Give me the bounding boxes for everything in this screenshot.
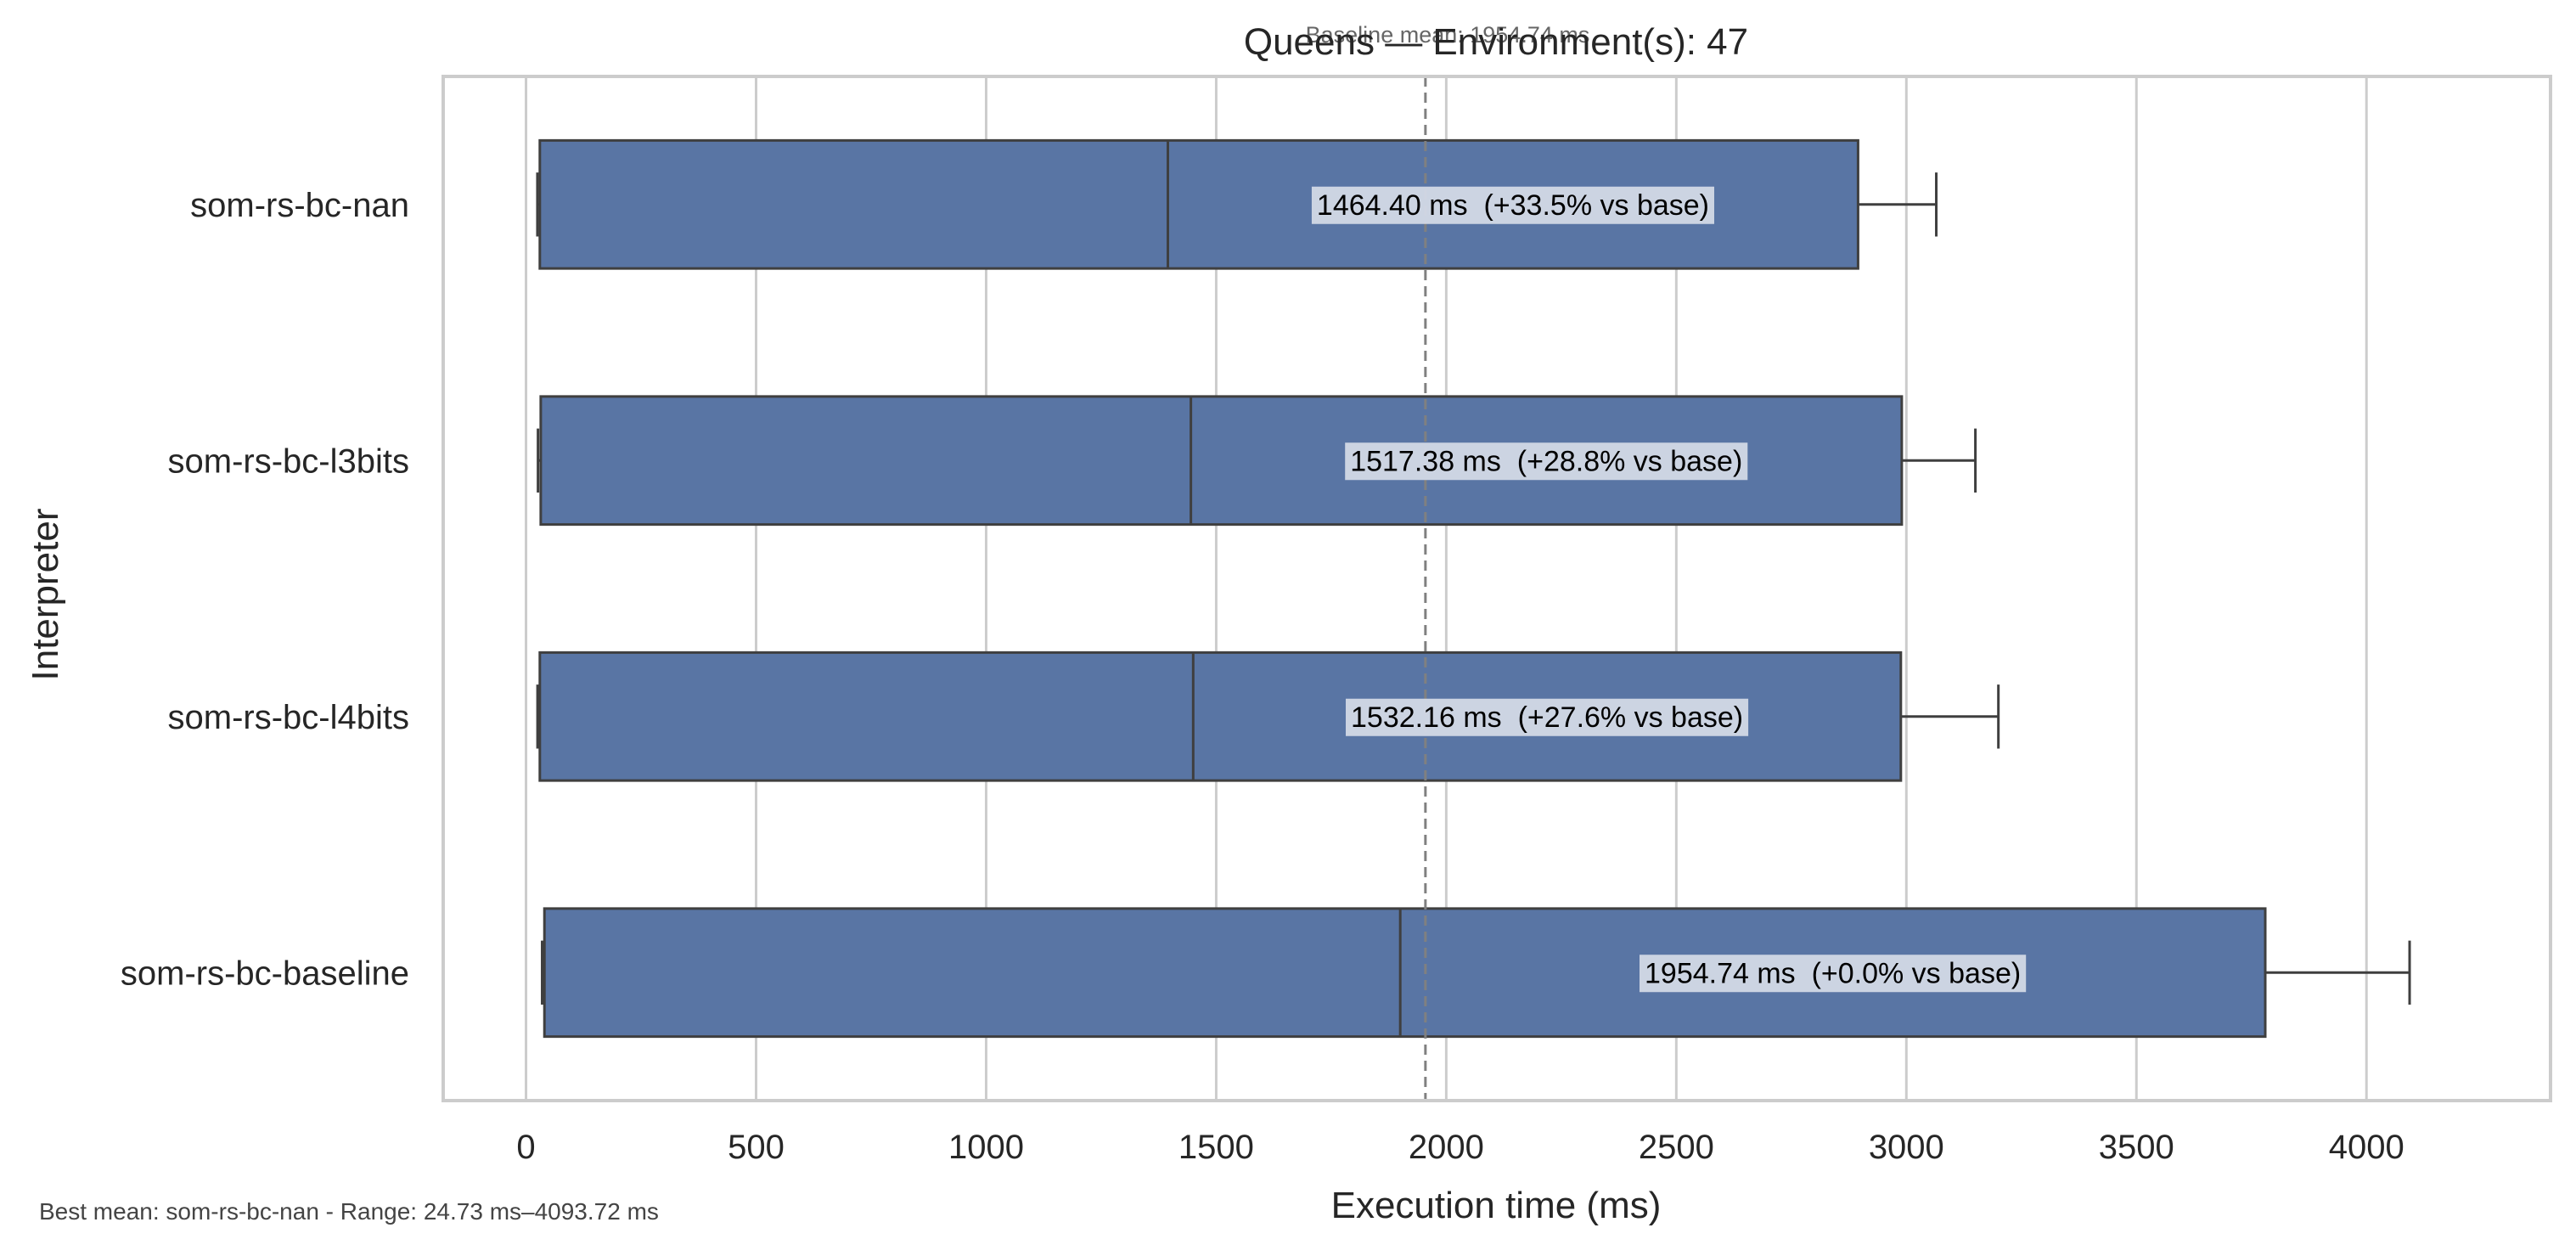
x-tick-label-500: 500 [728, 1129, 785, 1166]
plot-frame [442, 75, 2552, 1102]
plot-area: som-rs-bc-nan som-rs-bc-l3bits som-rs-bc-l… [121, 75, 2552, 1166]
x-tick-label-3000: 3000 [1869, 1129, 1944, 1166]
mean-label-som-rs-bc-nan: 1464.40 ms (+33.5% vs base) [1317, 189, 1709, 222]
x-tick-label-4000: 4000 [2329, 1129, 2404, 1166]
y-tick-label-som-rs-bc-l3bits: som-rs-bc-l3bits [168, 442, 409, 480]
footer-note: Best mean: som-rs-bc-nan - Range: 24.73 … [39, 1198, 659, 1225]
mean-label-som-rs-bc-baseline: 1954.74 ms (+0.0% vs base) [1645, 957, 2021, 989]
mean-label-som-rs-bc-l4bits: 1532.16 ms (+27.6% vs base) [1351, 701, 1743, 734]
y-axis-label: Interpreter [25, 509, 66, 681]
mean-label-bg-som-rs-bc-l4bits [1346, 698, 1749, 736]
y-tick-label-som-rs-bc-l4bits: som-rs-bc-l4bits [168, 699, 409, 736]
x-tick-label-1500: 1500 [1178, 1129, 1254, 1166]
y-tick-label-som-rs-bc-baseline: som-rs-bc-baseline [121, 955, 409, 992]
baseline-mean-annotation: Baseline mean: 1954.74 ms [1306, 22, 1590, 48]
x-axis-label: Execution time (ms) [1331, 1185, 1662, 1226]
mean-label-bg-som-rs-bc-nan [1311, 186, 1715, 224]
mean-label-bg-som-rs-bc-baseline [1640, 955, 2027, 993]
x-tick-label-2500: 2500 [1639, 1129, 1714, 1166]
chart-title: Queens — Environment(s): 47 [1244, 21, 1748, 63]
x-tick-label-0: 0 [516, 1129, 535, 1166]
mean-label-som-rs-bc-l3bits: 1517.38 ms (+28.8% vs base) [1350, 445, 1742, 477]
box-som-rs-bc-l3bits [539, 395, 1904, 527]
x-tick-label-3500: 3500 [2099, 1129, 2174, 1166]
y-tick-label-som-rs-bc-nan: som-rs-bc-nan [190, 187, 409, 224]
mean-label-bg-som-rs-bc-l3bits [1345, 442, 1748, 481]
x-tick-label-2000: 2000 [1409, 1129, 1484, 1166]
x-tick-label-1000: 1000 [948, 1129, 1024, 1166]
